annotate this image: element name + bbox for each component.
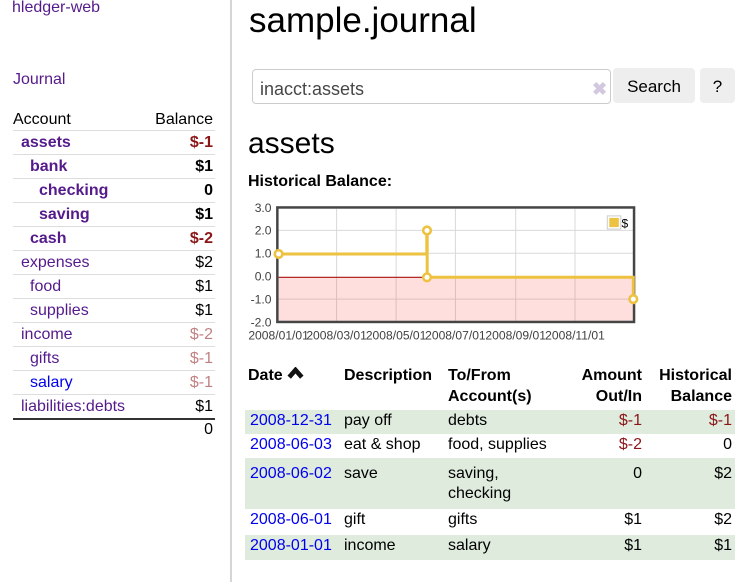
svg-text:2008/05/01: 2008/05/01 bbox=[366, 329, 427, 343]
svg-text:2008/07/01: 2008/07/01 bbox=[425, 329, 486, 343]
svg-text:2008/09/01: 2008/09/01 bbox=[485, 329, 546, 343]
svg-text:-1.0: -1.0 bbox=[251, 292, 272, 306]
svg-text:2.0: 2.0 bbox=[255, 224, 272, 238]
svg-text:$: $ bbox=[622, 216, 629, 230]
svg-text:0.0: 0.0 bbox=[255, 270, 272, 284]
svg-text:-2.0: -2.0 bbox=[251, 315, 272, 329]
svg-text:2008/11/01: 2008/11/01 bbox=[545, 329, 605, 343]
svg-text:3.0: 3.0 bbox=[255, 201, 272, 215]
svg-text:2008/01/01: 2008/01/01 bbox=[248, 329, 309, 343]
svg-text:2008/03/01: 2008/03/01 bbox=[306, 329, 367, 343]
svg-text:1.0: 1.0 bbox=[255, 247, 272, 261]
